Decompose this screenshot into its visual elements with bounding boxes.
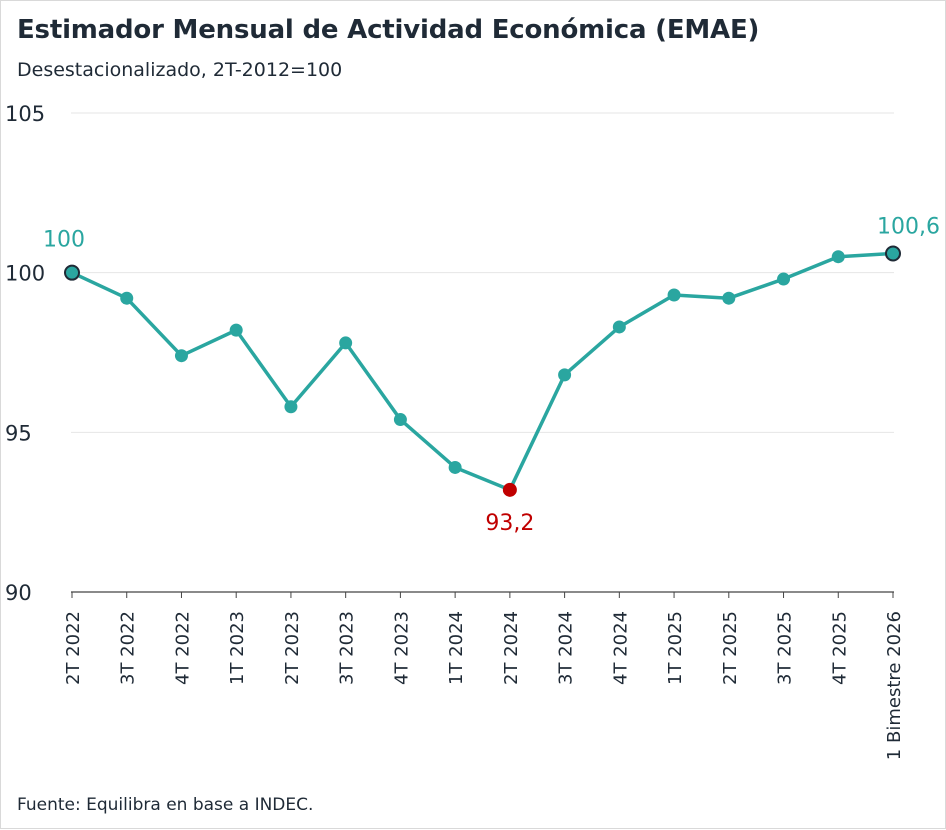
x-tick-label: 4T 2025 [829, 611, 850, 685]
data-point [667, 288, 681, 302]
chart-subtitle: Desestacionalizado, 2T-2012=100 [17, 59, 343, 81]
endpoint-marker [64, 264, 80, 281]
x-tick-label: 3T 2022 [118, 611, 139, 685]
x-tick-label: 4T 2024 [610, 611, 631, 685]
data-label: 100 [43, 228, 85, 253]
data-point [777, 272, 791, 286]
data-point [393, 413, 407, 427]
x-tick-label: 1T 2025 [665, 611, 686, 685]
source-note: Fuente: Equilibra en base a INDEC. [17, 795, 314, 815]
y-tick-label: 95 [5, 421, 32, 445]
y-tick-label: 100 [5, 262, 45, 286]
data-point [120, 291, 134, 305]
x-tick-label: 2T 2023 [282, 611, 303, 685]
data-point [174, 349, 188, 363]
x-tick-label: 1T 2024 [446, 611, 467, 685]
data-point [284, 400, 298, 414]
x-tick-label: 2T 2024 [501, 611, 522, 685]
data-point [722, 291, 736, 305]
x-tick-label: 2T 2022 [63, 611, 84, 685]
chart-title: Estimador Mensual de Actividad Económica… [17, 15, 760, 45]
x-tick-label: 3T 2023 [337, 611, 358, 685]
data-point [448, 460, 462, 474]
data-label: 100,6 [877, 215, 940, 240]
data-point [229, 323, 243, 337]
series-line [70, 251, 895, 492]
x-tick-label: 3T 2024 [556, 611, 577, 685]
minimum-marker [502, 482, 517, 497]
x-tick-label: 1 Bimestre 2026 [884, 611, 905, 760]
y-tick-label: 90 [5, 581, 32, 605]
data-point [612, 320, 626, 334]
x-tick-label: 4T 2022 [172, 611, 193, 685]
x-tick-label: 3T 2025 [775, 611, 796, 685]
endpoint-marker [885, 245, 901, 262]
data-point [831, 250, 845, 264]
x-tick-label: 4T 2023 [391, 611, 412, 685]
x-tick-label: 2T 2025 [720, 611, 741, 685]
y-tick-label: 105 [5, 102, 45, 126]
data-point [558, 368, 572, 382]
x-tick-label: 1T 2023 [227, 611, 248, 685]
data-label: 93,2 [485, 511, 534, 536]
data-point [339, 336, 353, 350]
